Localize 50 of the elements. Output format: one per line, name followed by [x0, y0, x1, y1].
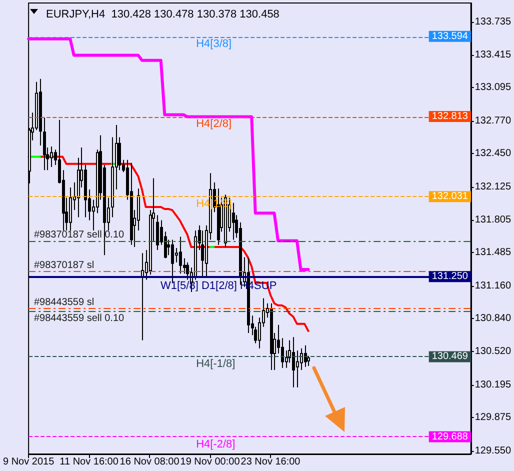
annotation: 130.469 — [432, 351, 468, 362]
y-tick-label: 129.550 — [474, 445, 512, 456]
ref-line-label: #98370187 sell 0.10 — [34, 229, 125, 240]
y-tick-label: 130.195 — [474, 379, 512, 390]
annotation: 131.250 — [432, 271, 468, 282]
y-tick-label: 132.450 — [474, 148, 512, 160]
y-tick-label: 133.415 — [474, 49, 512, 60]
x-tick-label: 16 Nov 08:00 — [120, 456, 180, 468]
x-tick-label: 23 Nov 16:00 — [240, 456, 301, 468]
candlestick — [281, 338, 284, 368]
candlestick — [118, 136, 121, 171]
line-series — [27, 37, 310, 271]
candlestick — [175, 247, 178, 263]
y-tick-label: 131.485 — [474, 247, 512, 258]
ref-line-label: H4[-1/8] — [196, 358, 236, 370]
candlestick — [50, 146, 53, 168]
ref-line-label: #98443559 sl — [34, 296, 94, 308]
x-tick-label: 9 Nov 2015 — [2, 456, 55, 468]
y-tick-label: 132.770 — [474, 115, 512, 126]
candlestick — [292, 336, 295, 388]
candlestick — [43, 117, 46, 171]
candlestick — [300, 348, 303, 370]
ref-line-label: #98370187 sl — [34, 260, 94, 272]
annotation: 133.594 — [432, 30, 468, 42]
candlestick — [156, 214, 159, 251]
y-tick-label: 133.095 — [474, 82, 512, 94]
x-tick-label: 19 Nov 00:00 — [180, 456, 240, 468]
ref-line-label: H4[3/8] — [196, 38, 232, 50]
y-tick-label: 130.840 — [474, 313, 512, 324]
ref-line-label: H4[-2/8] — [196, 438, 236, 450]
annotation: 129.688 — [432, 431, 468, 442]
candlestick — [232, 202, 235, 240]
annotation: 132.031 — [432, 191, 468, 202]
candlestick — [304, 344, 307, 368]
candlestick — [179, 236, 182, 274]
y-tick-label: 133.735 — [474, 16, 512, 28]
candlestick — [307, 355, 310, 367]
y-tick-label: 129.875 — [474, 412, 512, 424]
y-tick-label: 131.805 — [474, 214, 512, 226]
text: EURJPY,H4 130.428 130.478 130.378 130.458 — [46, 8, 280, 20]
ref-line-label: #98443559 sell 0.10 — [34, 313, 125, 324]
x-tick-label: 11 Nov 16:00 — [60, 456, 119, 468]
y-tick-label: 130.520 — [474, 346, 512, 357]
y-tick-label: 131.160 — [474, 280, 512, 292]
annotation: 132.813 — [432, 110, 468, 122]
candlestick — [296, 350, 299, 388]
y-tick-label: 132.125 — [474, 181, 512, 192]
candlestick — [186, 262, 189, 280]
candlestick — [164, 231, 167, 259]
ref-line-label: H4[2/8] — [196, 118, 232, 130]
